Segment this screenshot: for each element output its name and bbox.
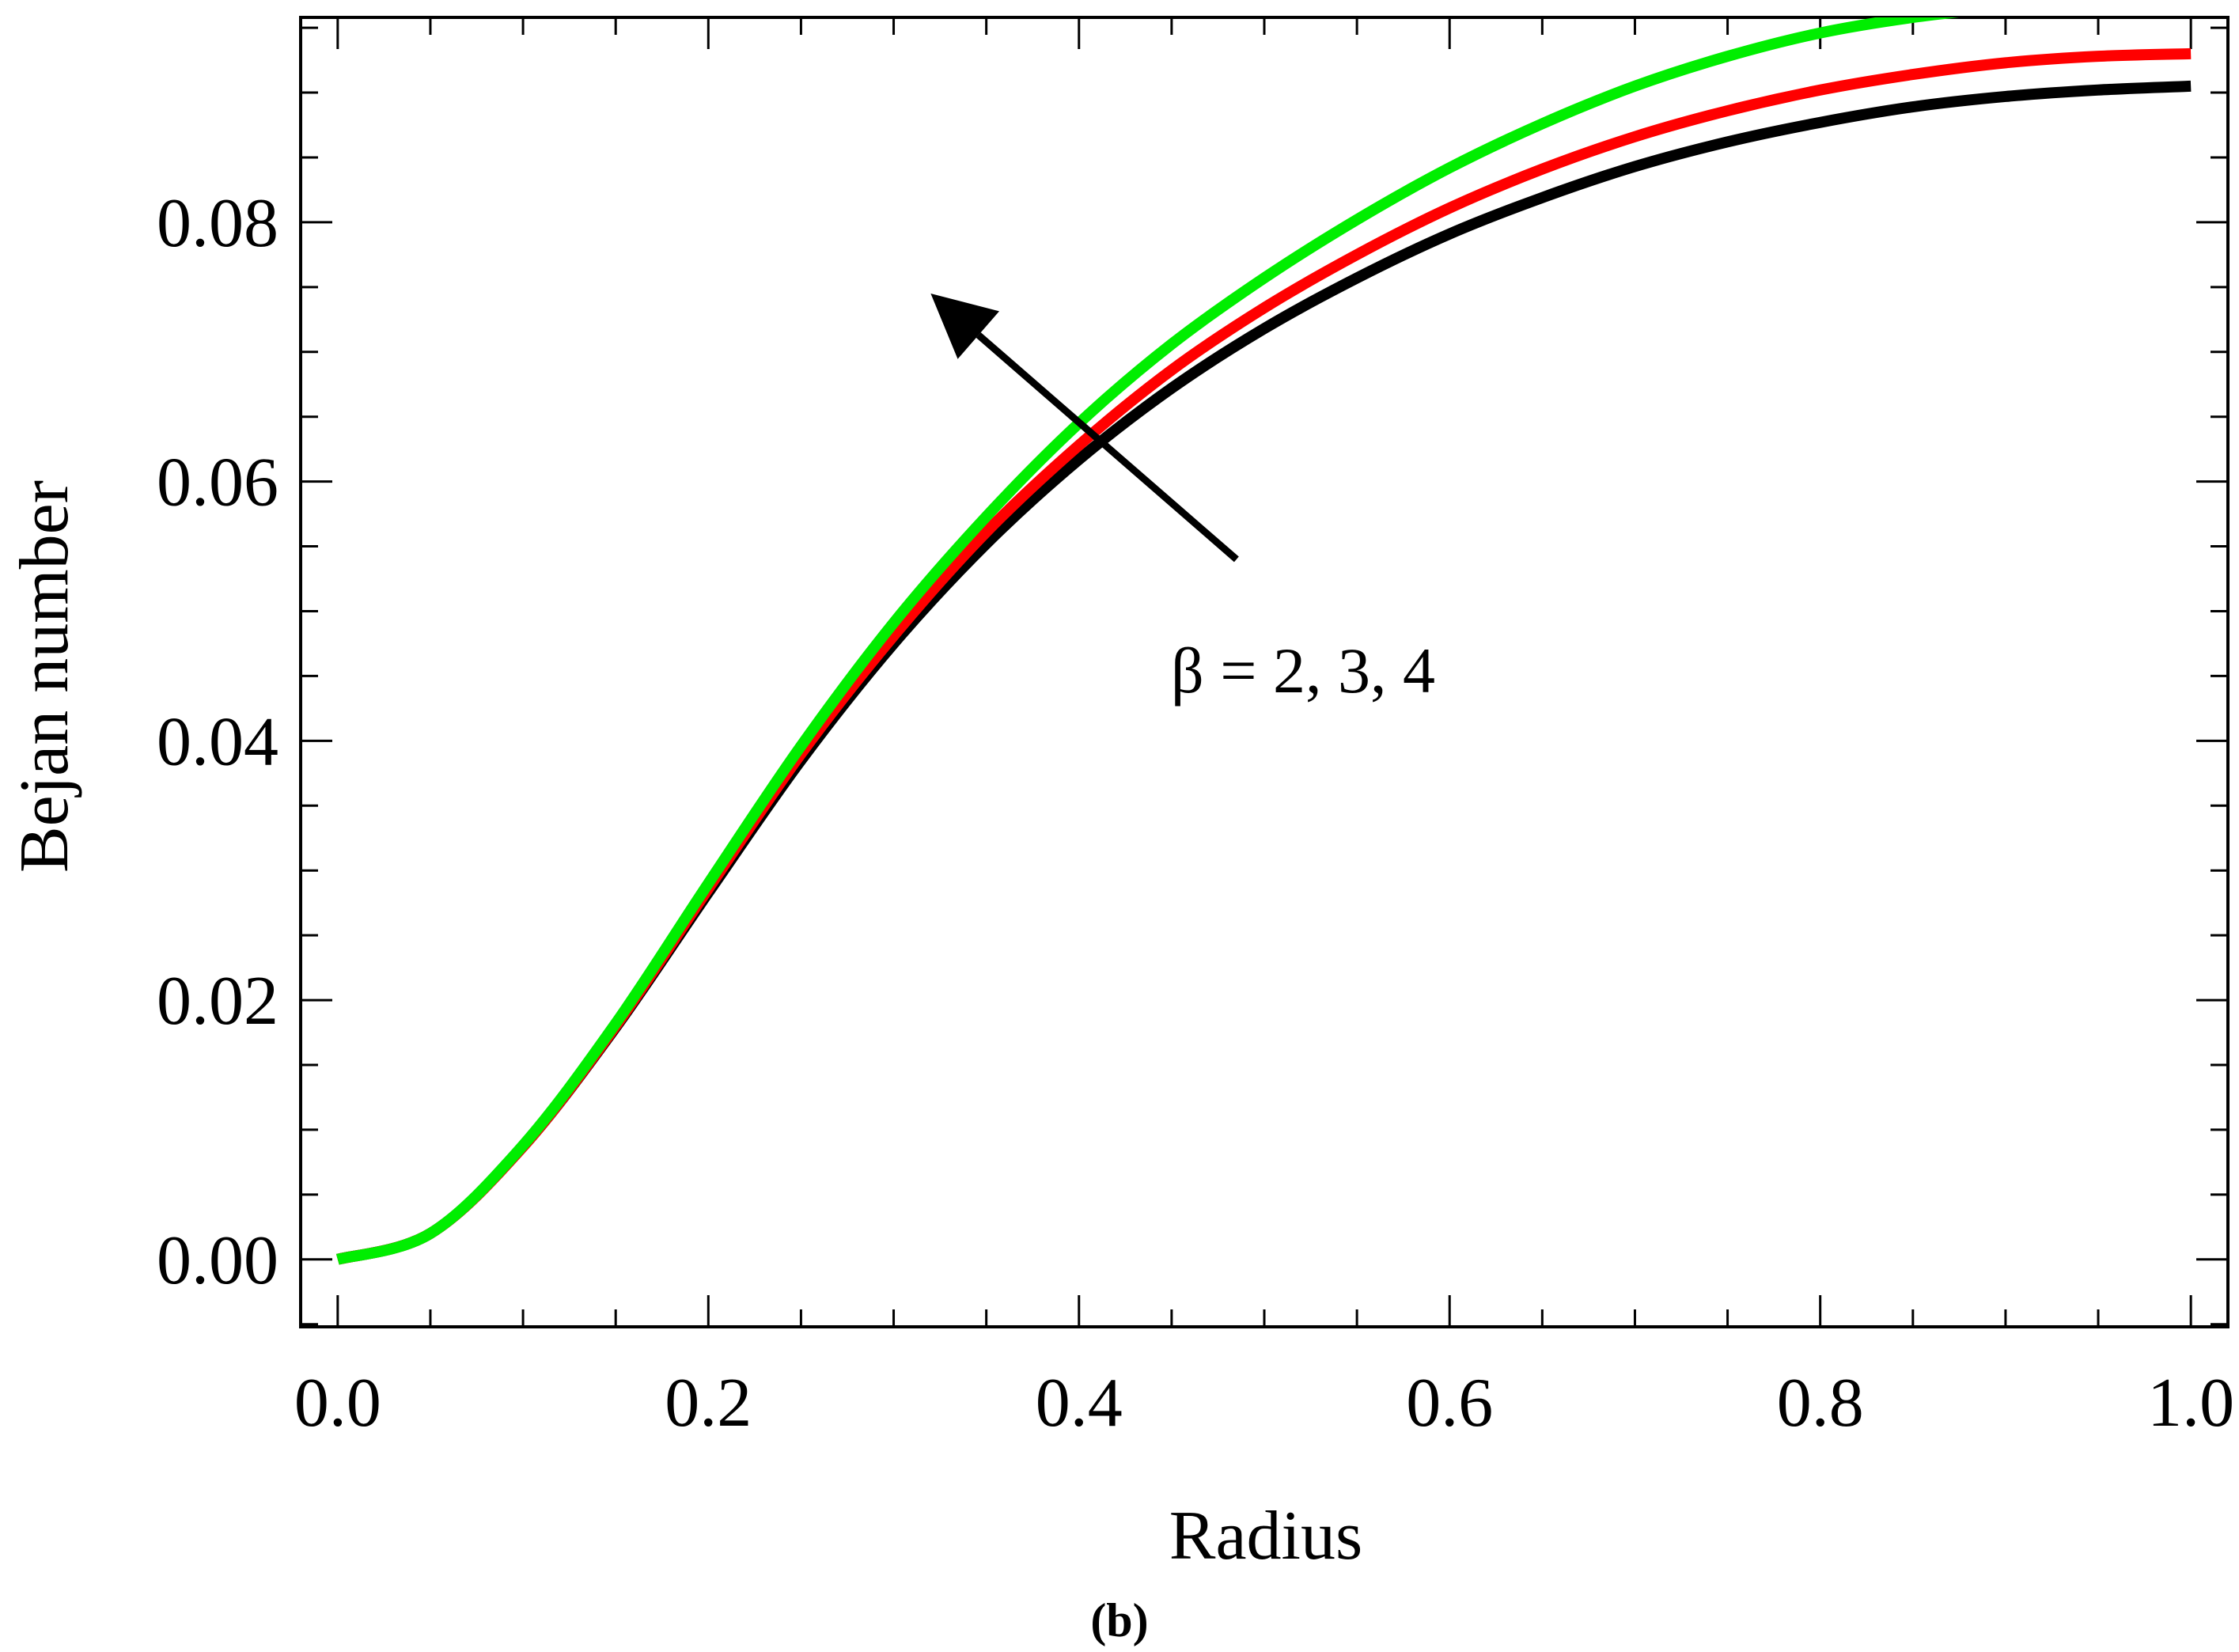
panel-label: (b): [1090, 1594, 1148, 1646]
x-tick-label: 0.4: [1036, 1365, 1123, 1442]
tick-labels-layer: 0.0 0.2 0.4 0.6 0.8 1.0 0.00 0.02 0.04 0.06 0.08: [157, 185, 2234, 1442]
series-layer: [335, 17, 2192, 1265]
y-tick-label: 0.02: [157, 963, 278, 1040]
x-tick-label: 1.0: [2147, 1365, 2234, 1442]
x-tick-label: 0.6: [1406, 1365, 1493, 1442]
ticks-layer: [301, 17, 2228, 1327]
annotation-layer: β = 2, 3, 4: [930, 294, 1435, 707]
x-axis-title: Radius: [1169, 1498, 1362, 1574]
y-tick-label: 0.04: [157, 703, 278, 780]
series-line-3: [335, 17, 1959, 1265]
x-tick-label: 0.0: [294, 1365, 381, 1442]
annotation-arrow-head: [930, 294, 1000, 359]
y-tick-label: 0.08: [157, 185, 278, 262]
y-tick-label: 0.06: [157, 445, 278, 521]
y-tick-label: 0.00: [157, 1222, 278, 1299]
x-tick-label: 0.8: [1777, 1365, 1864, 1442]
annotation-label: β = 2, 3, 4: [1171, 635, 1435, 707]
annotation-arrow-shaft: [976, 332, 1239, 563]
y-axis-title: Bejan number: [6, 480, 83, 873]
x-tick-label: 0.2: [665, 1365, 752, 1442]
